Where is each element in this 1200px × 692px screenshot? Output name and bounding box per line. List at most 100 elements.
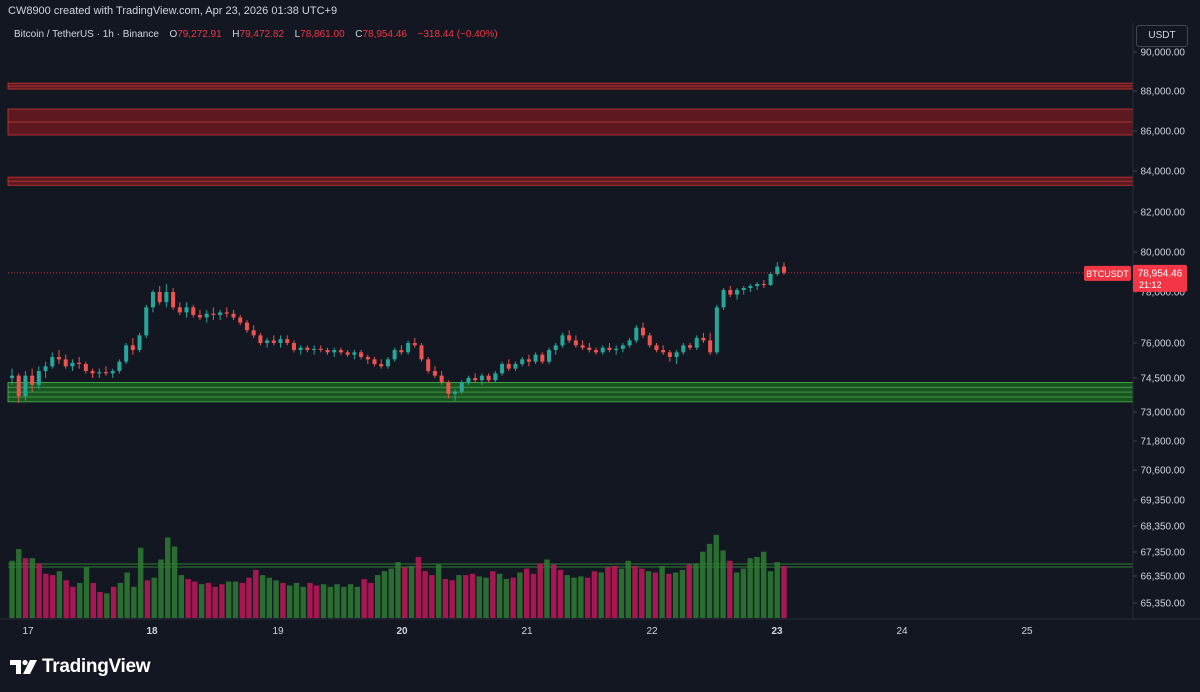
volume-bar — [219, 584, 225, 618]
volume-bar — [110, 586, 117, 618]
candle-body — [486, 375, 491, 381]
volume-bar — [300, 586, 306, 618]
volume-bar — [43, 573, 49, 618]
candle-body — [191, 307, 196, 315]
candle-body — [285, 339, 290, 343]
candle-body — [419, 345, 424, 360]
candle-body — [768, 274, 773, 285]
volume-bar — [564, 575, 571, 618]
candle-body — [23, 375, 28, 397]
volume-bar — [307, 582, 313, 618]
candle-body — [231, 313, 236, 318]
volume-bar — [22, 558, 29, 618]
volume-bar — [374, 575, 381, 618]
candle-body — [90, 371, 95, 374]
candle-body — [184, 307, 189, 313]
volume-bar — [530, 573, 537, 618]
candle-body — [291, 343, 296, 350]
candle-body — [224, 312, 229, 314]
volume-bar — [727, 560, 733, 618]
volume-bar — [293, 582, 300, 618]
candle-body — [124, 345, 129, 362]
x-tick-label: 25 — [1021, 626, 1033, 637]
tradingview-logo-text: TradingView — [42, 656, 151, 677]
candle-body — [399, 350, 404, 353]
price-axis[interactable]: 90,000.00 88,000.00 86,000.00 84,000.00 82,0… — [1084, 22, 1187, 619]
candle-body — [479, 375, 484, 381]
credit-text: CW8900 created with TradingView.com, Apr… — [8, 5, 338, 17]
volume-bar — [632, 566, 638, 618]
volume-bar — [713, 534, 719, 618]
volume-bar — [16, 549, 22, 618]
volume-bar — [347, 584, 354, 618]
symbol-tag — [1084, 265, 1131, 281]
volume-bar — [720, 550, 726, 618]
volume-bar — [435, 564, 442, 618]
volume-bar — [686, 564, 692, 618]
price-chart[interactable]: 90,000.00 88,000.00 86,000.00 84,000.00 82,0… — [0, 0, 1200, 642]
volume-bar — [253, 569, 259, 618]
candle-body — [446, 382, 451, 394]
volume-bar — [49, 575, 56, 618]
volume-bar — [90, 582, 96, 618]
volume-bar — [395, 562, 401, 618]
candle-body — [144, 307, 149, 336]
volume-bar — [700, 551, 706, 618]
volume-bar — [666, 573, 672, 618]
candle-body — [500, 364, 505, 374]
currency-button[interactable]: USDT — [1136, 25, 1188, 47]
candle-body — [56, 357, 62, 360]
candle-body — [265, 340, 270, 343]
candle-body — [204, 313, 209, 318]
candle-body — [50, 357, 55, 367]
volume-bar — [760, 551, 767, 618]
candle-body — [97, 372, 102, 374]
volume-bar — [774, 562, 780, 618]
volume-bar — [334, 584, 340, 618]
candle-body — [251, 330, 256, 336]
candle-body — [513, 364, 518, 369]
volume-bar — [151, 577, 157, 618]
y-tick-label: 70,600.00 — [1141, 466, 1186, 477]
volume-bar — [97, 592, 103, 618]
volume-bar — [456, 575, 462, 618]
candle-body — [258, 335, 263, 343]
candle-body — [43, 366, 48, 371]
volume-bar — [639, 568, 645, 618]
volume-bar — [185, 579, 191, 618]
candle-body — [298, 347, 303, 350]
volume-bar — [463, 575, 469, 618]
volume-bar — [523, 568, 530, 618]
volume-bar — [422, 571, 428, 618]
volume-bar — [178, 575, 185, 618]
volume-bar — [259, 575, 266, 618]
volume-bar — [652, 572, 659, 618]
volume-bar — [83, 567, 90, 618]
volume-bar — [56, 571, 63, 618]
candle-body — [667, 352, 672, 357]
candle-body — [164, 292, 169, 303]
volume-bar — [273, 580, 279, 618]
time-axis[interactable]: 17 18 19 20 21 22 23 24 25 — [0, 618, 1200, 637]
y-tick-label: 76,000.00 — [1141, 339, 1186, 350]
candles-layer — [8, 262, 1133, 403]
candle-body — [9, 375, 15, 378]
x-tick-label: 19 — [272, 626, 284, 637]
volume-bar — [483, 577, 489, 618]
ohlc-legend: Bitcoin / TetherUS · 1h · Binance O79,27… — [14, 29, 498, 40]
candle-body — [238, 317, 243, 323]
volume-bar — [551, 564, 557, 618]
y-tick-label: 90,000.00 — [1141, 48, 1186, 59]
candle-body — [741, 288, 746, 290]
x-tick-label: 20 — [396, 626, 408, 637]
volume-bar — [165, 537, 171, 618]
candle-body — [352, 352, 357, 355]
candle-body — [130, 345, 135, 350]
tradingview-logo[interactable]: TradingView — [10, 656, 151, 678]
candle-body — [526, 359, 531, 362]
volume-bar — [747, 558, 753, 618]
volume-bar — [611, 566, 618, 618]
low-label: L — [294, 29, 301, 40]
volume-bar — [63, 580, 69, 618]
candle-body — [647, 335, 652, 346]
